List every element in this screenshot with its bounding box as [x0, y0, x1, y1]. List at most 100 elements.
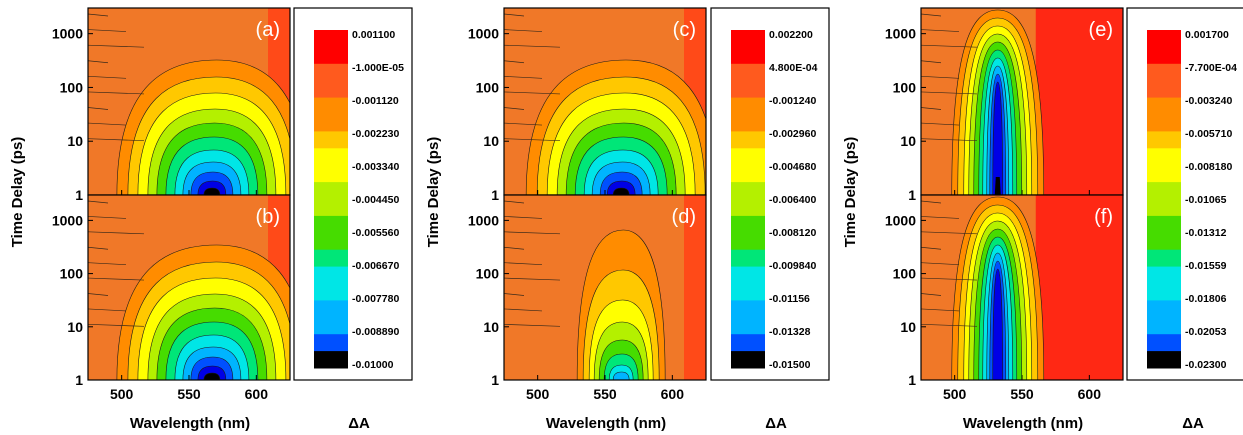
y-tick-label: 1000	[468, 26, 499, 42]
colorbar-frame	[293, 7, 413, 381]
colorbar-tick-label: -0.009840	[769, 260, 816, 272]
noise-streak	[921, 231, 978, 235]
noise-streak	[88, 44, 145, 48]
colorbar-swatch	[1147, 97, 1181, 115]
y-tick-label: 1	[908, 372, 916, 388]
colorbar-tick-label: -0.004450	[352, 194, 399, 206]
colorbar-swatch	[314, 165, 348, 183]
colorbar-tick-label: -0.004680	[769, 161, 816, 173]
plot-area	[88, 8, 290, 195]
colorbar-tick-label: -0.01065	[1185, 194, 1227, 206]
noise-streak	[88, 122, 127, 126]
colorbar-tick-label: -0.005560	[352, 227, 399, 239]
y-tick-label: 10	[900, 133, 916, 149]
colorbar-tick-label: -0.01559	[1185, 260, 1227, 272]
plot-panel: 1 10 100 1000 500 550 600 (f)	[885, 194, 1124, 402]
y-tick-label: 100	[60, 79, 84, 95]
colorbar-tick-label: -1.000E-05	[352, 62, 404, 74]
colorbar-swatch	[731, 232, 765, 251]
y-tick-label: 1	[75, 372, 83, 388]
noise-streak	[921, 277, 978, 281]
colorbar-tick-label: 0.001700	[1185, 29, 1229, 41]
colorbar-swatch	[314, 317, 348, 335]
noise-streak	[88, 231, 145, 235]
noise-streak	[921, 60, 942, 64]
y-tick-label: 1	[75, 187, 83, 203]
noise-streak	[88, 107, 109, 110]
colorbar-frame	[710, 7, 830, 381]
colorbar-swatch	[731, 80, 765, 99]
noise-streak	[504, 107, 525, 110]
colorbar-label-right: ΔA	[1182, 415, 1204, 432]
colorbar-swatch	[1147, 199, 1181, 217]
noise-streak	[88, 75, 127, 79]
x-tick-label: 600	[1078, 386, 1102, 402]
colorbar-swatch	[314, 334, 348, 352]
y-tick-label: 1000	[468, 212, 499, 228]
colorbar-swatch	[314, 46, 348, 65]
edge-region	[684, 195, 706, 380]
noise-streak	[921, 91, 978, 95]
colorbar-swatch	[314, 215, 348, 234]
noise-streak	[921, 323, 978, 327]
colorbar-tick-label: -0.01806	[1185, 293, 1227, 305]
y-tick-label: 1000	[52, 26, 83, 42]
noise-streak	[921, 246, 942, 250]
noise-streak	[88, 323, 145, 327]
noise-streak	[921, 262, 960, 266]
colorbar-tick-label: -0.001120	[352, 95, 399, 107]
colorbar-swatch	[731, 199, 765, 217]
noise-streak	[504, 308, 543, 312]
y-tick-label: 10	[483, 133, 499, 149]
noise-streak	[504, 216, 543, 219]
colorbar-swatch	[314, 351, 348, 369]
colorbar-tick-label: -0.01328	[769, 326, 811, 338]
colorbar-label-middle: ΔA	[765, 415, 787, 432]
y-tick-label: 100	[476, 266, 500, 282]
noise-streak	[921, 200, 942, 204]
noise-streak	[504, 44, 561, 48]
panel-label: (a)	[256, 19, 280, 41]
colorbar: 0.001700 -7.700E-04 -0.003240 -0.005710 -0.0…	[1126, 7, 1243, 381]
colorbar-swatch	[1147, 232, 1181, 251]
noise-streak	[504, 29, 543, 32]
contour-band	[612, 371, 630, 380]
noise-streak	[504, 200, 525, 204]
colorbar-swatch	[1147, 334, 1181, 352]
y-tick-label: 1	[491, 372, 499, 388]
x-tick-label: 500	[526, 386, 550, 402]
plot-panel: 1 10 100 1000 500 550 600 (b)	[52, 194, 291, 402]
y-tick-label: 1	[491, 187, 499, 203]
colorbar-swatch	[731, 215, 765, 234]
noise-streak	[921, 216, 960, 219]
panel-label: (d)	[672, 206, 696, 228]
contour-band	[203, 187, 221, 195]
x-tick-label: 600	[245, 386, 269, 402]
colorbar-swatch	[1147, 148, 1181, 166]
y-axis-label-left: Time Delay (ps)	[9, 137, 26, 248]
colorbar-swatch	[1147, 283, 1181, 301]
colorbar-swatch	[314, 148, 348, 166]
plot-panel: 1 10 100 1000 (e)	[885, 7, 1124, 203]
noise-streak	[504, 262, 543, 266]
colorbar: 0.001100 -1.000E-05 -0.001120 -0.002230 -0.0…	[293, 7, 413, 381]
colorbar-tick-label: -0.007780	[352, 293, 399, 305]
noise-streak	[921, 44, 978, 48]
colorbar-tick-label: -0.008890	[352, 326, 399, 338]
colorbar-swatch	[731, 46, 765, 65]
noise-streak	[504, 293, 525, 296]
y-axis-label-right: Time Delay (ps)	[842, 137, 859, 248]
x-tick-label: 600	[661, 386, 685, 402]
colorbar-swatch	[314, 232, 348, 251]
y-tick-label: 10	[67, 133, 83, 149]
contour-band	[612, 187, 630, 195]
noise-streak	[921, 13, 942, 17]
positive-region	[1035, 195, 1123, 380]
y-tick-label: 1000	[52, 212, 83, 228]
y-tick-label: 100	[476, 79, 500, 95]
colorbar-swatch	[314, 266, 348, 284]
y-tick-label: 1	[908, 187, 916, 203]
colorbar-swatch	[1147, 351, 1181, 369]
colorbar-swatch	[314, 63, 348, 82]
